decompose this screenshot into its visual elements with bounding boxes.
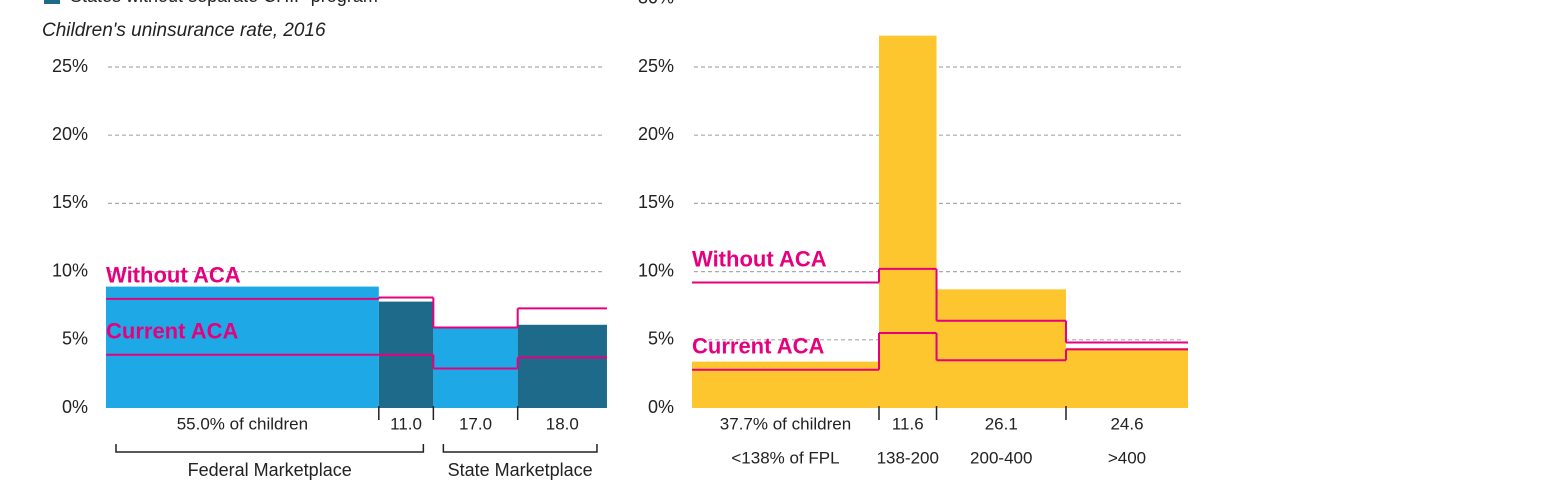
width-label: 18.0 (546, 414, 579, 433)
width-label: 37.7% of children (720, 414, 851, 433)
width-label: 17.0 (459, 414, 492, 433)
bar (517, 324, 607, 408)
y-tick-label: 20% (52, 124, 88, 144)
category-label: >400 (1108, 448, 1146, 467)
y-tick-label: 5% (62, 329, 88, 349)
bar (1065, 347, 1188, 408)
subtitle: Children's uninsurance rate, 2016 (42, 20, 326, 41)
legend-label: States without separate CHIP program (70, 0, 378, 6)
y-tick-label: 25% (52, 56, 88, 76)
bar (692, 361, 879, 408)
group-label: State Marketplace (448, 460, 593, 480)
y-tick-label: 10% (52, 260, 88, 280)
width-label: 11.6 (892, 414, 924, 433)
y-tick-label: 0% (62, 397, 88, 417)
bar (106, 286, 379, 408)
line-label: Without ACA (692, 246, 827, 271)
group-bracket (115, 444, 425, 453)
category-label: 138-200 (877, 448, 939, 467)
width-label: 24.6 (1110, 414, 1143, 433)
y-tick-label: 5% (648, 329, 674, 349)
width-label: 11.0 (390, 414, 422, 433)
category-label: 200-400 (970, 448, 1032, 467)
y-tick-label: 15% (638, 192, 674, 212)
line-label: Current ACA (692, 334, 825, 359)
line-label: Without ACA (106, 263, 241, 288)
y-tick-label: 25% (638, 56, 674, 76)
y-tick-label: 10% (638, 260, 674, 280)
category-label: <138% of FPL (731, 448, 839, 467)
group-label: Federal Marketplace (188, 460, 352, 480)
group-bracket (442, 444, 598, 453)
y-tick-label: 0% (648, 397, 674, 417)
bar (936, 289, 1066, 408)
bar (878, 35, 937, 409)
legend-swatch (44, 0, 60, 4)
y-tick-label: 30% (638, 0, 674, 8)
line-label: Current ACA (106, 319, 239, 344)
y-tick-label: 20% (638, 124, 674, 144)
width-label: 55.0% of children (177, 414, 308, 433)
y-tick-label: 15% (52, 192, 88, 212)
width-label: 26.1 (985, 414, 1018, 433)
